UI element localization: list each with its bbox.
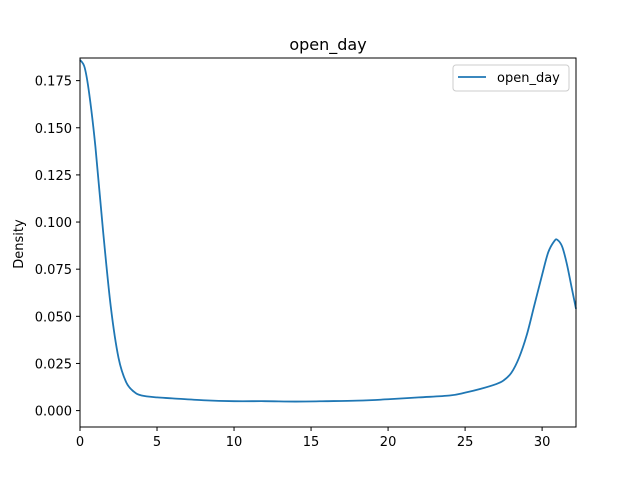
x-tick-label: 20: [380, 435, 397, 450]
y-tick-label: 0.000: [35, 405, 72, 420]
plot-frame: [79, 57, 577, 428]
y-tick-label: 0.100: [35, 216, 72, 231]
y-tick-label: 0.150: [35, 122, 72, 137]
x-tick-label: 10: [226, 435, 243, 450]
plot-area: [79, 59, 577, 403]
y-tick-label: 0.125: [35, 169, 72, 184]
x-tick-label: 15: [303, 435, 320, 450]
x-tick-label: 5: [153, 435, 161, 450]
legend-box: [452, 64, 570, 92]
y-axis-label: Density: [12, 219, 27, 269]
series-line-open-day: [79, 59, 577, 403]
x-tick-label: 25: [457, 435, 474, 450]
y-tick-label: 0.075: [35, 263, 72, 278]
y-tick-label: 0.025: [35, 357, 72, 372]
chart-title: open_day: [289, 35, 366, 55]
x-tick-label: 0: [76, 435, 84, 450]
axes: 0 5 10 15 20 25 30 0.000 0.025 0.050 0.075 0.100 0.1…: [35, 75, 551, 450]
y-tick-label: 0.175: [35, 75, 72, 90]
legend-label-open-day: open_day: [497, 71, 560, 86]
y-tick-label: 0.050: [35, 310, 72, 325]
x-tick-label: 30: [534, 435, 551, 450]
legend: open_day: [452, 64, 570, 92]
